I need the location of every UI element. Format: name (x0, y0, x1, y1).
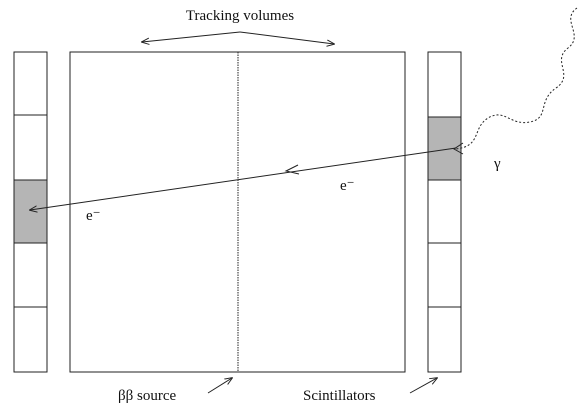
scintillator-cell-hit (13, 179, 48, 244)
electron-label: e⁻ (86, 208, 101, 224)
scintillator-cell (13, 51, 48, 116)
track-arrowhead (284, 164, 300, 175)
electron-label: e⁻ (340, 178, 355, 194)
scintillator-cell (13, 306, 48, 373)
scintillator-cell (427, 242, 462, 308)
gamma-arrowhead (453, 142, 464, 155)
scintillator-cell (13, 114, 48, 181)
scintillator-cell (427, 51, 462, 118)
gamma-ray (455, 7, 578, 150)
scintillator-cell (427, 306, 462, 373)
gamma-label: γ (493, 156, 501, 172)
right-scintillators (427, 51, 462, 373)
tracking-volumes-label: Tracking volumes (186, 8, 294, 24)
source-label: ββ source (118, 388, 177, 404)
pointer-arrow (409, 378, 437, 394)
scintillator-cell (13, 242, 48, 308)
pointer-arrow (207, 378, 232, 394)
left-scintillators (13, 51, 48, 373)
pointer-arrow (239, 31, 334, 44)
pointer-arrow (142, 31, 241, 42)
electron-track (30, 147, 457, 210)
scintillator-cell (427, 179, 462, 244)
scintillators-label: Scintillators (303, 388, 376, 404)
